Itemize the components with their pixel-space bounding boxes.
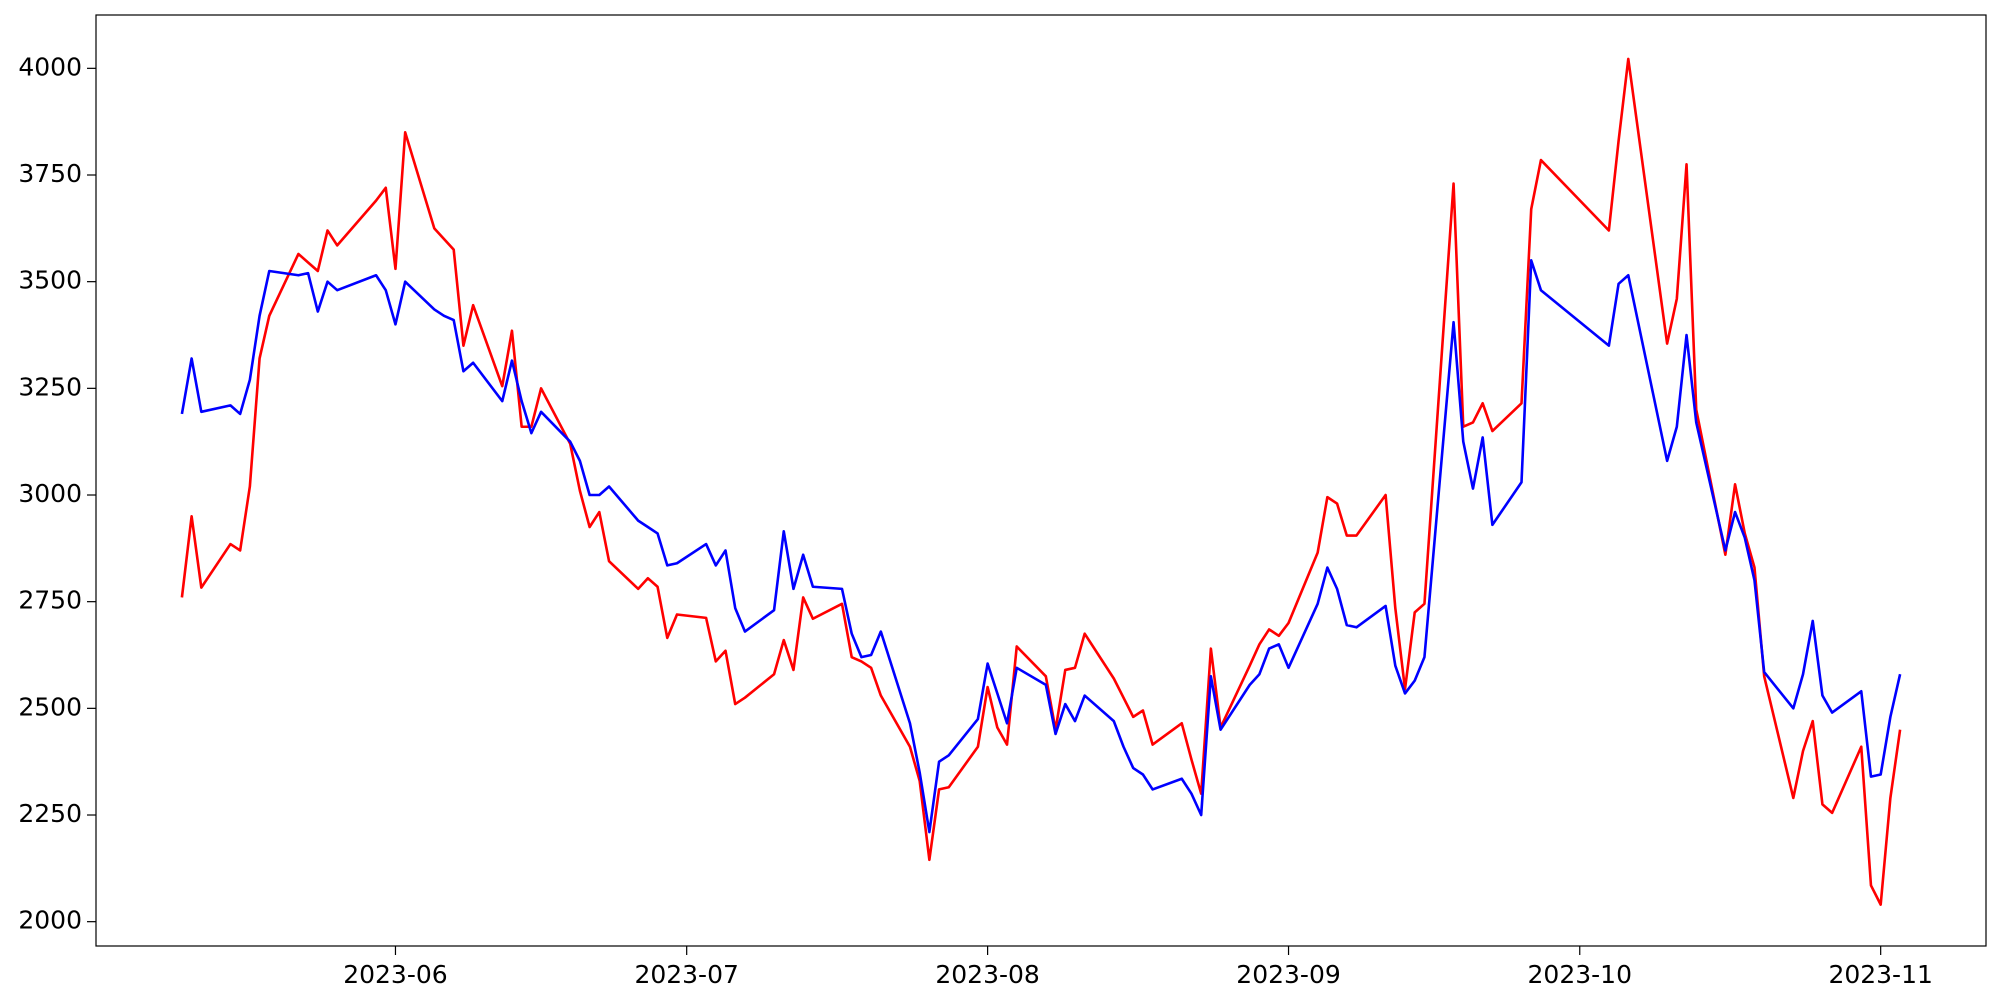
plot-frame xyxy=(95,14,1987,947)
y-tick-label: 2750 xyxy=(18,586,82,615)
y-tick-label: 2250 xyxy=(18,799,82,828)
x-tick-label: 2023-09 xyxy=(1236,960,1340,989)
y-tick-label: 3500 xyxy=(18,266,82,295)
x-tick-label: 2023-08 xyxy=(935,960,1039,989)
x-tick-label: 2023-10 xyxy=(1528,960,1632,989)
y-tick-label: 4000 xyxy=(18,52,82,81)
y-tick-label: 3250 xyxy=(18,372,82,401)
x-tick-label: 2023-06 xyxy=(343,960,447,989)
x-tick-label: 2023-07 xyxy=(634,960,738,989)
x-tick-label: 2023-11 xyxy=(1828,960,1932,989)
y-tick-label: 2000 xyxy=(18,906,82,935)
series-line xyxy=(180,259,1902,834)
y-tick-label: 3750 xyxy=(18,159,82,188)
y-tick-label: 3000 xyxy=(18,479,82,508)
y-tick-label: 2500 xyxy=(18,692,82,721)
